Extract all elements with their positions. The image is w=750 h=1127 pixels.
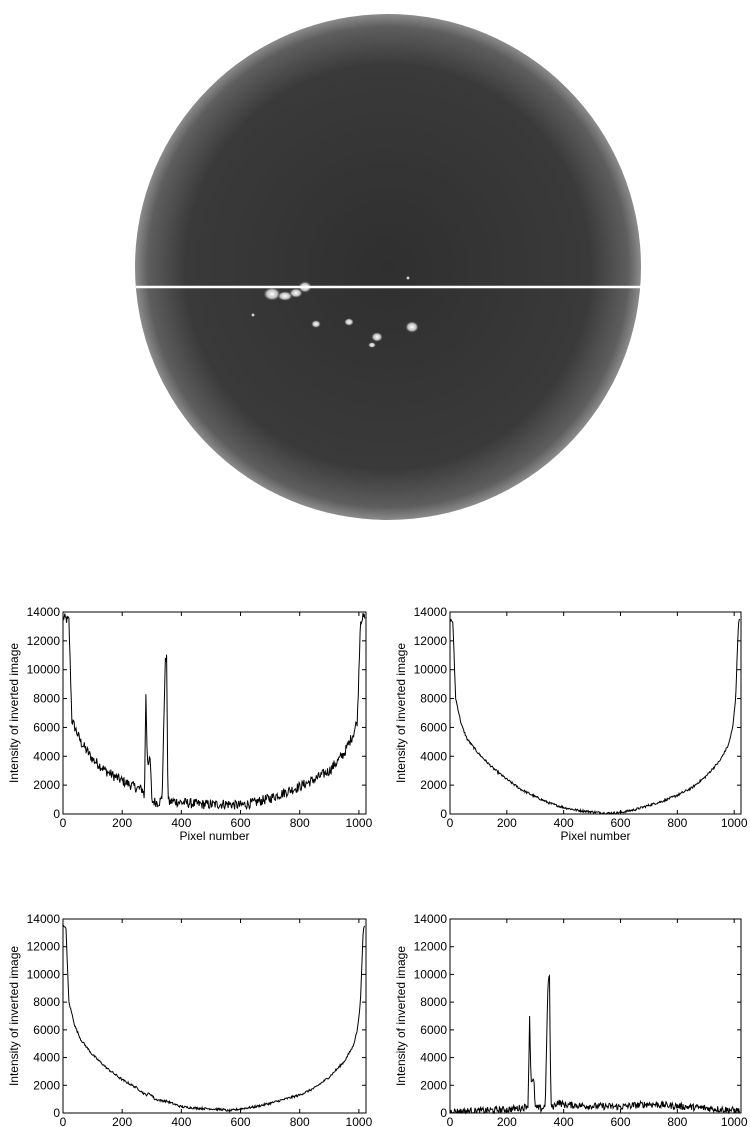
x-tick-label: 0 xyxy=(60,1115,67,1127)
y-tick-label: 10000 xyxy=(414,967,448,981)
profile-panels: 0 200 400 600 800 100002000400060008000100001… xyxy=(7,605,748,1127)
x-tick-label: 800 xyxy=(667,816,687,830)
y-tick-label: 12000 xyxy=(414,940,448,954)
y-tick-label: 2000 xyxy=(420,778,447,792)
intensity-profile-line xyxy=(63,613,365,809)
x-axis-label: Pixel number xyxy=(179,829,249,843)
y-tick-label: 0 xyxy=(440,807,447,821)
intensity-profile-line xyxy=(450,618,740,814)
y-tick-label: 6000 xyxy=(33,1023,60,1037)
plot-frame xyxy=(63,612,366,814)
intensity-profile-line xyxy=(63,926,365,1112)
plot-frame xyxy=(450,919,741,1113)
y-tick-label: 10000 xyxy=(27,663,61,677)
y-tick-label: 10000 xyxy=(27,967,61,981)
y-tick-label: 12000 xyxy=(27,940,61,954)
profile-chart-3: 0 200 400 600 800 100002000400060008000100001… xyxy=(7,912,373,1127)
solar-disk-image xyxy=(135,14,641,520)
solar-disk xyxy=(135,14,641,520)
x-tick-label: 800 xyxy=(290,816,310,830)
intensity-profile-line xyxy=(450,976,740,1113)
y-tick-label: 4000 xyxy=(420,749,447,763)
y-axis-label: Intensity of inverted image xyxy=(394,946,408,1086)
x-tick-label: 400 xyxy=(171,816,191,830)
x-tick-label: 600 xyxy=(610,816,630,830)
profile-chart-1: 0 200 400 600 800 100002000400060008000100001… xyxy=(7,605,373,843)
x-tick-label: 1000 xyxy=(346,1115,373,1127)
x-tick-label: 400 xyxy=(554,816,574,830)
y-tick-label: 14000 xyxy=(414,912,448,926)
y-tick-label: 0 xyxy=(53,807,60,821)
y-tick-label: 0 xyxy=(53,1106,60,1120)
y-tick-label: 12000 xyxy=(414,634,448,648)
y-tick-label: 2000 xyxy=(420,1078,447,1092)
x-axis-label: Pixel number xyxy=(560,829,630,843)
profile-chart-4: 0 200 400 600 800 100002000400060008000100001… xyxy=(394,912,748,1127)
x-tick-label: 200 xyxy=(112,1115,132,1127)
x-tick-label: 600 xyxy=(610,1115,630,1127)
y-tick-label: 14000 xyxy=(27,605,61,619)
y-tick-label: 8000 xyxy=(33,692,60,706)
x-tick-label: 1000 xyxy=(721,816,748,830)
x-tick-label: 200 xyxy=(112,816,132,830)
x-tick-label: 400 xyxy=(171,1115,191,1127)
y-tick-label: 0 xyxy=(440,1106,447,1120)
x-tick-label: 800 xyxy=(290,1115,310,1127)
y-tick-label: 8000 xyxy=(33,995,60,1009)
x-tick-label: 400 xyxy=(554,1115,574,1127)
profile-chart-2: 0 200 400 600 800 100002000400060008000100001… xyxy=(394,605,748,843)
x-tick-label: 200 xyxy=(497,816,517,830)
x-tick-label: 1000 xyxy=(346,816,373,830)
y-tick-label: 10000 xyxy=(414,663,448,677)
y-tick-label: 2000 xyxy=(33,778,60,792)
y-axis-label: Intensity of inverted image xyxy=(394,643,408,783)
x-tick-label: 800 xyxy=(667,1115,687,1127)
y-tick-label: 4000 xyxy=(33,1051,60,1065)
x-tick-label: 200 xyxy=(497,1115,517,1127)
x-tick-label: 0 xyxy=(447,816,454,830)
y-tick-label: 12000 xyxy=(27,634,61,648)
x-tick-label: 600 xyxy=(231,816,251,830)
y-tick-label: 6000 xyxy=(420,1023,447,1037)
y-tick-label: 14000 xyxy=(27,912,61,926)
x-tick-label: 0 xyxy=(447,1115,454,1127)
y-tick-label: 2000 xyxy=(33,1078,60,1092)
y-tick-label: 14000 xyxy=(414,605,448,619)
y-tick-label: 6000 xyxy=(33,720,60,734)
y-axis-label: Intensity of inverted image xyxy=(7,643,21,783)
y-tick-label: 8000 xyxy=(420,995,447,1009)
y-axis-label: Intensity of inverted image xyxy=(7,946,21,1086)
y-tick-label: 6000 xyxy=(420,720,447,734)
x-tick-label: 1000 xyxy=(721,1115,748,1127)
y-tick-label: 4000 xyxy=(33,749,60,763)
y-tick-label: 8000 xyxy=(420,692,447,706)
y-tick-label: 4000 xyxy=(420,1051,447,1065)
x-tick-label: 600 xyxy=(231,1115,251,1127)
x-tick-label: 0 xyxy=(60,816,67,830)
